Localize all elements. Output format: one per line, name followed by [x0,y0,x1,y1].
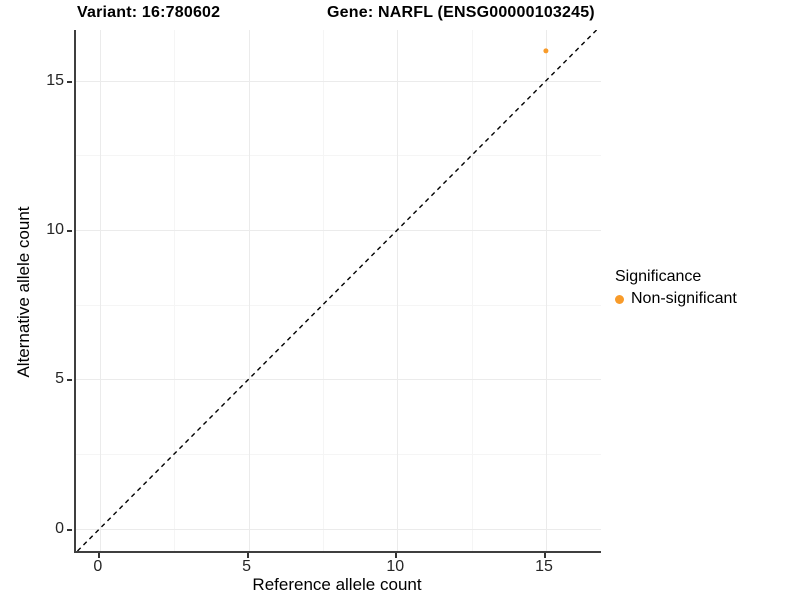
gridline [76,304,601,306]
gridline [322,30,324,551]
gridline [76,453,601,455]
tick-mark [67,528,72,531]
gridline [397,30,399,551]
gridline [76,528,601,530]
legend-item-non-significant: Non-significant [615,290,737,308]
gridline [471,30,473,551]
y-axis-title: Alternative allele count [14,206,33,378]
gridline [76,379,601,381]
legend: Significance Non-significant [615,268,737,308]
tick-mark [246,553,249,558]
gridline [76,155,601,157]
data-point [543,48,549,54]
plot-title-variant: Variant: 16:780602 [77,4,221,21]
tick-mark [395,553,398,558]
x-axis-title: Reference allele count [252,575,422,594]
x-tick-label: 10 [386,558,405,575]
y-tick-label: 5 [55,370,64,388]
y-tick-label: 15 [46,71,64,89]
identity-reference-line [76,30,598,551]
tick-mark [67,379,72,382]
gridline [545,30,547,551]
x-tick-label: 5 [242,558,251,575]
x-tick-label: 15 [535,558,553,575]
gridline [76,80,601,82]
y-tick-label: 10 [46,221,64,239]
x-tick-label: 0 [93,558,103,575]
tick-mark [67,230,72,233]
legend-title: Significance [615,268,702,285]
plot-panel [74,30,601,553]
gridline [76,230,601,232]
y-tick-label: 0 [55,519,64,537]
legend-item-label: Non-significant [631,290,737,307]
circle-icon [615,294,624,304]
tick-mark [97,553,100,558]
tick-mark [543,553,546,558]
gridline [248,30,250,551]
gridline [174,30,176,551]
gridline [99,30,101,551]
tick-mark [67,80,72,83]
plot-title-gene: Gene: NARFL (ENSG00000103245) [327,4,595,21]
